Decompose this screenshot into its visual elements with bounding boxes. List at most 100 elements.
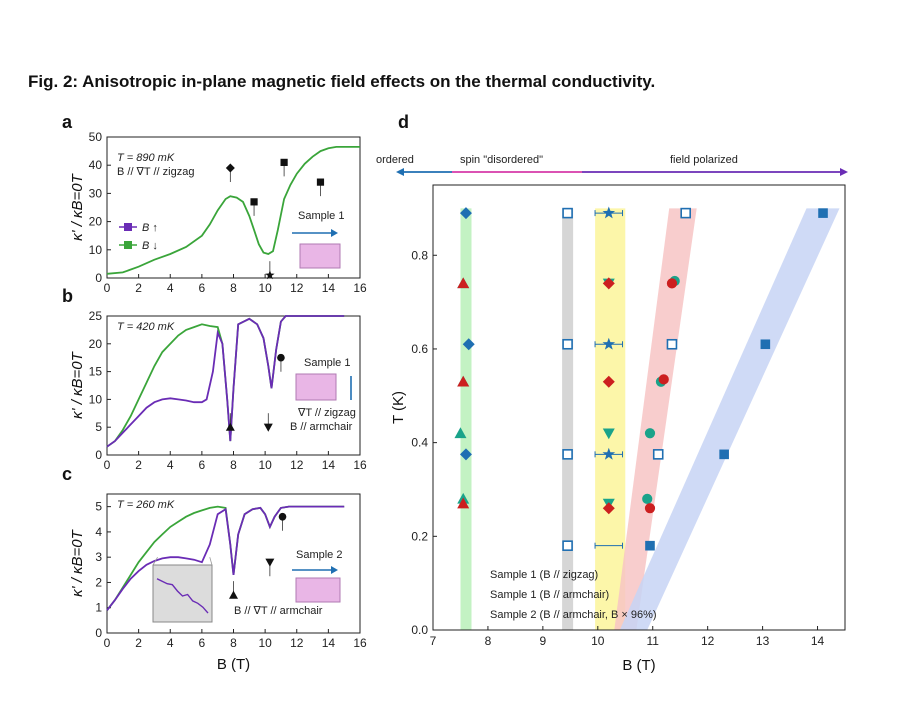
data-point-triangle-up xyxy=(457,375,470,387)
inset-connector xyxy=(152,556,158,566)
x-tick-label: 9 xyxy=(540,634,547,648)
data-point-square xyxy=(719,449,729,460)
y-axis-title: κ' / κB=0T xyxy=(69,528,86,596)
region-arrow-head-left xyxy=(396,168,404,176)
legend-label: B ↓ xyxy=(142,240,158,252)
y-tick-label: 0.4 xyxy=(411,436,428,450)
x-tick-label: 10 xyxy=(258,636,272,650)
transition-marker-triangle-down xyxy=(263,423,273,432)
y-tick-label: 0 xyxy=(95,271,102,285)
x-axis-title: B (T) xyxy=(622,657,655,674)
data-point-diamond xyxy=(602,277,615,290)
field-orientation-label: B // ∇T // zigzag xyxy=(117,166,194,178)
data-point-open-square xyxy=(562,338,573,350)
y-tick-label: 0.6 xyxy=(411,342,428,356)
x-tick-label: 2 xyxy=(135,281,142,295)
transition-marker-triangle-up xyxy=(229,590,238,599)
phase-band-band_gray xyxy=(562,208,574,630)
y-axis-title: κ' / κB=0T xyxy=(69,350,86,418)
y-tick-label: 1 xyxy=(95,601,102,615)
data-point-diamond xyxy=(462,338,475,351)
data-point-open-square xyxy=(680,207,691,219)
panel-letter-c: c xyxy=(62,464,72,484)
region-label-polarized: field polarized xyxy=(670,154,738,166)
panel-letter-b: b xyxy=(62,286,73,306)
x-tick-label: 12 xyxy=(290,458,304,472)
y-tick-label: 20 xyxy=(89,337,103,351)
legend-label: Sample 1 (B // zigzag) xyxy=(490,569,598,581)
y-tick-label: 0.0 xyxy=(411,623,428,637)
data-point-circle xyxy=(644,428,656,439)
y-axis-title: κ' / κB=0T xyxy=(69,172,86,240)
y-tick-label: 0 xyxy=(95,626,102,640)
region-label-ordered: ordered xyxy=(376,154,414,166)
x-tick-label: 0 xyxy=(104,636,111,650)
x-tick-label: 8 xyxy=(230,458,237,472)
data-point-star xyxy=(602,447,616,460)
phase-band-band_green xyxy=(460,208,472,630)
data-point-circle xyxy=(658,374,669,385)
data-point-triangle-down xyxy=(602,428,615,440)
x-tick-label: 14 xyxy=(811,634,825,648)
figure-title: Fig. 2: Anisotropic in-plane magnetic fi… xyxy=(28,72,656,91)
inset-frame xyxy=(152,564,213,623)
y-tick-label: 40 xyxy=(89,158,103,172)
legend-label: B ↑ xyxy=(142,222,158,234)
data-point-diamond xyxy=(602,375,615,388)
x-axis-title: B (T) xyxy=(217,656,250,673)
plot-frame xyxy=(432,184,846,631)
y-tick-label: 5 xyxy=(95,420,102,434)
y-tick-label: 30 xyxy=(89,186,103,200)
x-tick-label: 6 xyxy=(199,636,206,650)
y-tick-label: 15 xyxy=(89,365,103,379)
y-axis-title: T (K) xyxy=(390,391,407,424)
data-point-star xyxy=(602,206,616,219)
series-line-green xyxy=(106,146,360,275)
x-tick-label: 14 xyxy=(322,458,336,472)
data-point-diamond xyxy=(459,448,472,461)
transition-marker-diamond xyxy=(225,163,235,173)
transition-marker-square xyxy=(280,158,288,166)
x-tick-label: 8 xyxy=(230,636,237,650)
x-tick-label: 8 xyxy=(230,281,237,295)
phase-band-band_blue xyxy=(619,208,840,630)
data-point-square xyxy=(645,540,655,551)
sample-label: Sample 1 xyxy=(298,210,344,222)
y-tick-label: 0.2 xyxy=(411,529,428,543)
x-tick-label: 16 xyxy=(353,458,367,472)
x-tick-label: 6 xyxy=(199,281,206,295)
data-point-triangle-up xyxy=(457,497,470,509)
series-line-purple xyxy=(106,315,345,448)
data-point-diamond xyxy=(602,502,615,515)
y-tick-label: 50 xyxy=(89,130,103,144)
y-tick-label: 5 xyxy=(95,500,102,514)
y-tick-label: 0 xyxy=(95,448,102,462)
transition-marker-square xyxy=(250,198,258,206)
y-tick-label: 10 xyxy=(89,392,103,406)
x-tick-label: 10 xyxy=(591,634,605,648)
inset-series-line xyxy=(156,578,209,614)
y-tick-label: 25 xyxy=(89,309,103,323)
transition-marker-square xyxy=(316,178,325,186)
gradient-orientation-label: ∇T // zigzag xyxy=(297,407,356,419)
transition-marker-triangle-up xyxy=(225,422,235,431)
x-tick-label: 12 xyxy=(290,636,304,650)
x-tick-label: 8 xyxy=(485,634,492,648)
legend-label: Sample 1 (B // armchair) xyxy=(490,589,609,601)
panel-a: a 0 2 4 6 8 10 12 14 16 0 10 20 30 40 50 κ' / κB=0T T = 8… xyxy=(62,112,367,295)
series-line-purple xyxy=(106,505,345,611)
x-tick-label: 12 xyxy=(701,634,715,648)
x-tick-label: 4 xyxy=(167,281,174,295)
y-tick-label: 20 xyxy=(89,215,103,229)
x-tick-label: 4 xyxy=(167,458,174,472)
sample-crystal-icon xyxy=(295,577,341,603)
panel-b: b 0 2 4 6 8 10 12 14 16 0 5 10 15 20 25 κ' / κB=0T T = 42… xyxy=(62,286,367,472)
temperature-label: T = 420 mK xyxy=(117,321,175,333)
temperature-label: T = 890 mK xyxy=(117,152,175,164)
data-point-open-square xyxy=(562,449,573,460)
sample-crystal-icon xyxy=(295,373,337,401)
x-tick-label: 4 xyxy=(167,636,174,650)
y-tick-label: 2 xyxy=(95,575,102,589)
phase-band-band_yellow xyxy=(595,208,626,630)
